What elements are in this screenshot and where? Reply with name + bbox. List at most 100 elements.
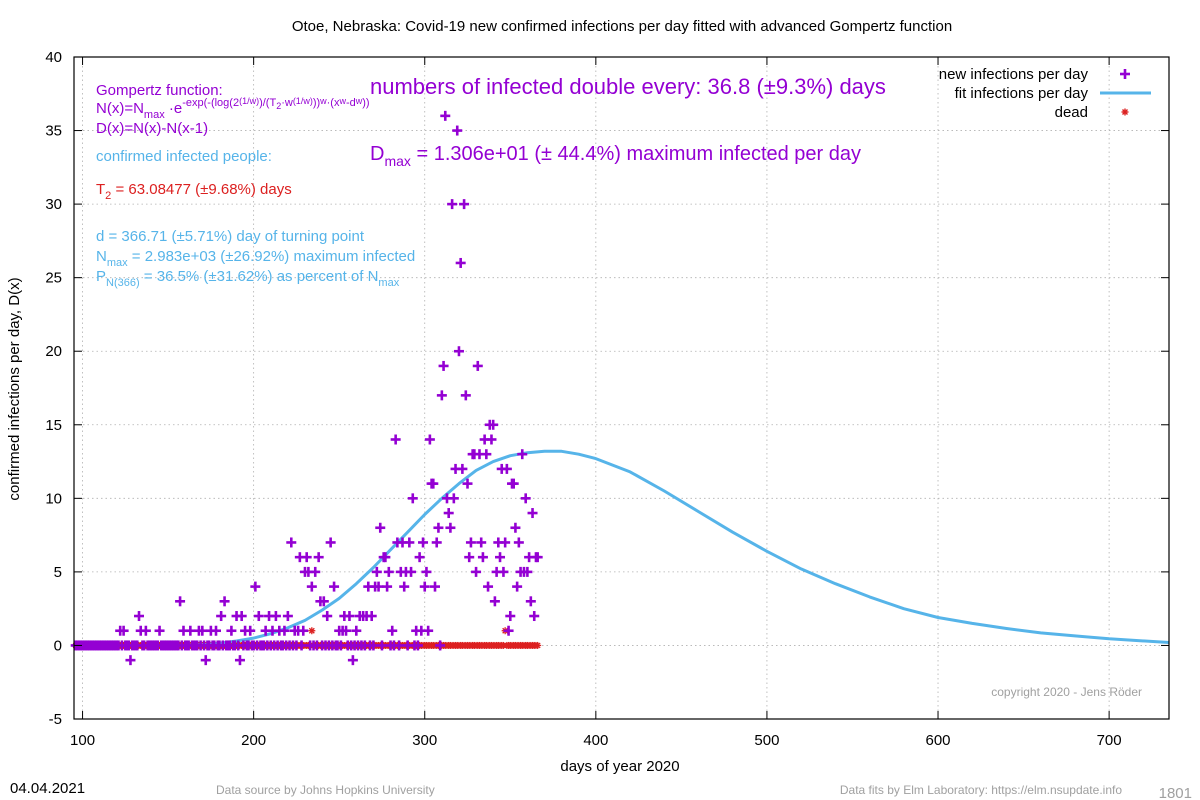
infection-point <box>216 611 227 622</box>
y-axis-label: confirmed infections per day, D(x) <box>6 277 23 500</box>
y-tick-label: 0 <box>54 637 62 654</box>
infection-point <box>412 640 423 651</box>
infection-point <box>185 625 196 636</box>
infections-series-layer <box>70 110 543 666</box>
infection-point <box>424 434 435 445</box>
dead-point <box>534 641 542 649</box>
infection-point <box>406 566 417 577</box>
infection-point <box>433 522 444 533</box>
y-tick-label: 5 <box>54 564 62 581</box>
infection-point <box>520 493 531 504</box>
plot-frame <box>73 56 1170 720</box>
infection-point <box>310 566 321 577</box>
infection-point <box>382 581 393 592</box>
chart-title: Otoe, Nebraska: Covid-19 new confirmed i… <box>292 18 952 35</box>
infection-point <box>505 611 516 622</box>
turning-point-label: d = 366.71 (±5.71%) day of turning point <box>96 228 365 245</box>
infection-point <box>404 537 415 548</box>
infection-point <box>430 581 441 592</box>
infection-point <box>489 596 500 607</box>
y-tick-label: 35 <box>45 123 62 140</box>
infection-point <box>525 596 536 607</box>
infection-point <box>438 360 449 371</box>
y-tick-label: 10 <box>45 490 62 507</box>
infection-point <box>301 552 312 563</box>
infection-point <box>234 655 245 666</box>
infection-point <box>431 537 442 548</box>
infection-point <box>200 655 211 666</box>
infection-point <box>486 434 497 445</box>
infection-point <box>465 537 476 548</box>
infection-point <box>445 522 456 533</box>
infection-point <box>477 552 488 563</box>
infection-point <box>435 640 446 651</box>
infection-point <box>373 581 384 592</box>
infection-point <box>440 110 451 121</box>
formula-line2: D(x)=N(x)-N(x-1) <box>96 120 208 137</box>
infection-point <box>322 611 333 622</box>
infection-point <box>447 199 458 210</box>
x-tick-label: 700 <box>1097 732 1122 749</box>
infection-point <box>347 655 358 666</box>
infection-point <box>306 581 317 592</box>
infection-point <box>366 611 377 622</box>
pn-label: PN(366) = 36.5% (±31.62%) as percent of … <box>96 268 400 289</box>
infection-point <box>508 478 519 489</box>
x-tick-label: 200 <box>241 732 266 749</box>
infection-point <box>325 537 336 548</box>
infection-point <box>453 346 464 357</box>
formula-title: Gompertz function: <box>96 82 223 99</box>
y-tick-label: 30 <box>45 196 62 213</box>
infection-point <box>471 566 482 577</box>
dmax-label: Dmax = 1.306e+01 (± 44.4%) maximum infec… <box>370 143 861 169</box>
formula-block: Gompertz function: N(x)=Nmax ·e-exp(-(lo… <box>96 82 370 137</box>
x-tick-label: 600 <box>926 732 951 749</box>
infection-point <box>460 390 471 401</box>
infection-point <box>481 449 492 460</box>
infection-point <box>134 611 145 622</box>
x-tick-label: 100 <box>70 732 95 749</box>
infection-point <box>125 655 136 666</box>
nmax-label: Nmax = 2.983e+03 (±26.92%) maximum infec… <box>96 248 415 269</box>
axis-ticks: -5 0 5 10 15 20 25 30 35 40 100 200 300 400 500 600 700 <box>45 49 1169 749</box>
infection-point <box>341 625 352 636</box>
infection-point <box>175 596 186 607</box>
infection-point <box>517 449 528 460</box>
infection-point <box>527 508 538 519</box>
infection-point <box>495 552 506 563</box>
infection-point <box>512 581 523 592</box>
infection-point <box>532 552 543 563</box>
infection-point <box>513 537 524 548</box>
formula-line1: N(x)=Nmax ·e-exp(-(log(2(1/w))/(T2·w(1/w… <box>96 96 370 121</box>
infection-point <box>472 360 483 371</box>
infection-point <box>371 566 382 577</box>
infection-point <box>414 552 425 563</box>
infection-point <box>351 625 362 636</box>
infection-point <box>250 581 261 592</box>
infection-point <box>448 493 459 504</box>
infection-point <box>318 596 329 607</box>
infection-point <box>399 581 410 592</box>
t2-label: T2 = 63.08477 (±9.68%) days <box>96 181 292 202</box>
x-axis-label: days of year 2020 <box>560 758 679 775</box>
infection-point <box>368 640 379 651</box>
infection-point <box>298 625 309 636</box>
infection-point <box>211 625 222 636</box>
infection-point <box>423 625 434 636</box>
infection-point <box>476 537 487 548</box>
infection-point <box>452 125 463 136</box>
infection-point <box>154 625 165 636</box>
infection-point <box>375 522 386 533</box>
infection-point <box>428 478 439 489</box>
doubling-label: numbers of infected double every: 36.8 (… <box>370 74 886 99</box>
infection-point <box>296 640 307 651</box>
infection-point <box>522 566 533 577</box>
infection-point <box>236 611 247 622</box>
infection-point <box>457 463 468 474</box>
legend-label-fit: fit infections per day <box>955 85 1089 102</box>
infection-point <box>219 596 230 607</box>
legend: new infections per day fit infections pe… <box>939 66 1151 121</box>
infection-point <box>380 552 391 563</box>
infection-point <box>407 493 418 504</box>
